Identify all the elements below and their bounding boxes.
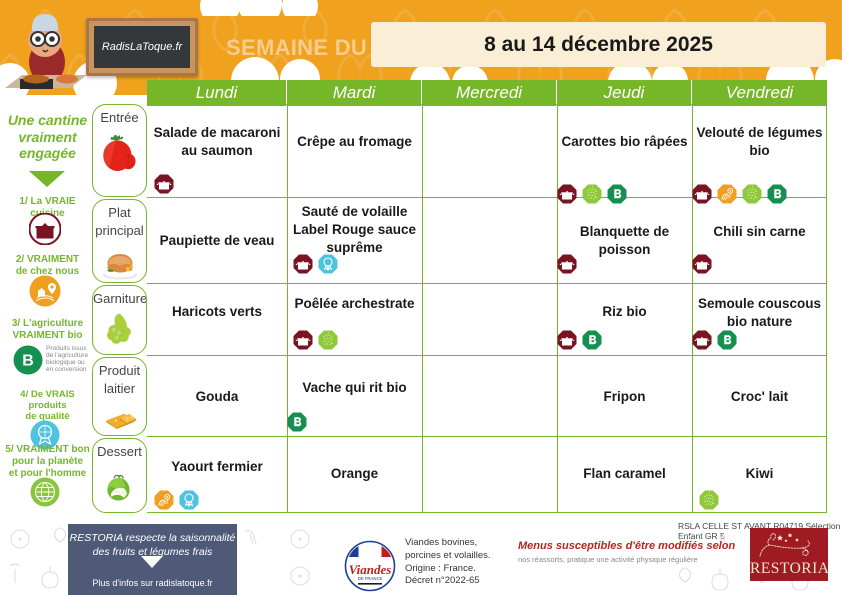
svg-text:B: B: [22, 353, 34, 370]
svg-text:DE FRANCE: DE FRANCE: [358, 576, 383, 581]
svg-text:Viandes: Viandes: [349, 562, 392, 577]
